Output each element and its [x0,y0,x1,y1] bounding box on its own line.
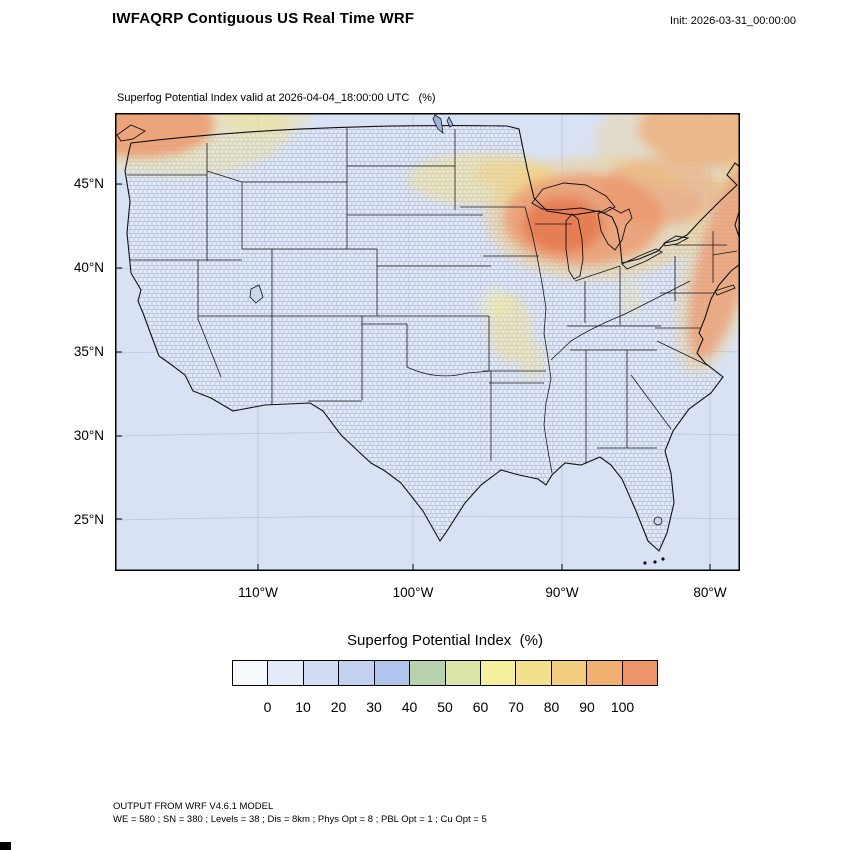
colorbar-box-5 [409,660,446,686]
colorbar-box-7 [479,660,517,686]
y-tick-label-25n: 25°N [73,512,104,527]
colorbar-tick-label: 40 [401,699,418,715]
colorbar-labels: 0 10 20 30 40 50 60 70 80 90 100 [232,699,658,717]
colorbar-tick-label: 100 [610,699,635,715]
colorbar-box-8 [515,660,552,686]
colorbar-box-1 [267,660,304,686]
y-tick-label-40n: 40°N [73,260,104,275]
x-tick-label-80w: 80°W [693,585,727,600]
small-lakes [249,114,665,565]
legend-title: Superfog Potential Index (%) [347,632,543,649]
corner-mark [0,842,11,850]
colorbar-box-3 [338,660,375,686]
conus-map-svg [60,86,819,571]
colorbar-box-6 [444,660,481,686]
colorbar-tick-label: 30 [366,699,382,715]
colorbar-box-2 [302,660,340,686]
page-title: IWFAQRP Contiguous US Real Time WRF [112,10,415,27]
colorbar [232,660,659,686]
x-tick-label-110w: 110°W [238,585,278,600]
colorbar-tick-label: 0 [263,699,272,715]
colorbar-box-0 [232,660,269,686]
colorbar-box-10 [586,660,623,686]
axis-ticks [115,183,711,571]
colorbar-tick-label: 50 [437,699,453,715]
colorbar-box-9 [550,660,588,686]
lake-outlines [116,124,736,296]
x-tick-label-90w: 90°W [545,585,579,600]
y-tick-label-35n: 35°N [73,344,104,359]
colorbar-tick-label: 70 [508,699,524,715]
colorbar-tick-label: 90 [579,699,595,715]
colorbar-tick-label: 10 [295,699,311,715]
y-tick-label-45n: 45°N [73,176,104,191]
colorbar-tick-label: 80 [543,699,560,715]
footer-namelist-line: WE = 580 ; SN = 380 ; Levels = 38 ; Dis … [113,814,487,825]
x-tick-label-100w: 100°W [392,585,434,600]
colorbar-box-11 [621,660,659,686]
colorbar-tick-label: 20 [330,699,347,715]
init-timestamp: Init: 2026-03-31_00:00:00 [670,15,796,27]
map-frame [60,86,819,571]
y-tick-label-30n: 30°N [73,428,104,443]
footer-model-line: OUTPUT FROM WRF V4.6.1 MODEL [113,801,274,812]
map-subtitle: Superfog Potential Index valid at 2026-0… [117,92,436,104]
colorbar-tick-label: 60 [472,699,489,715]
map-border [115,113,740,571]
colorbar-box-4 [373,660,411,686]
